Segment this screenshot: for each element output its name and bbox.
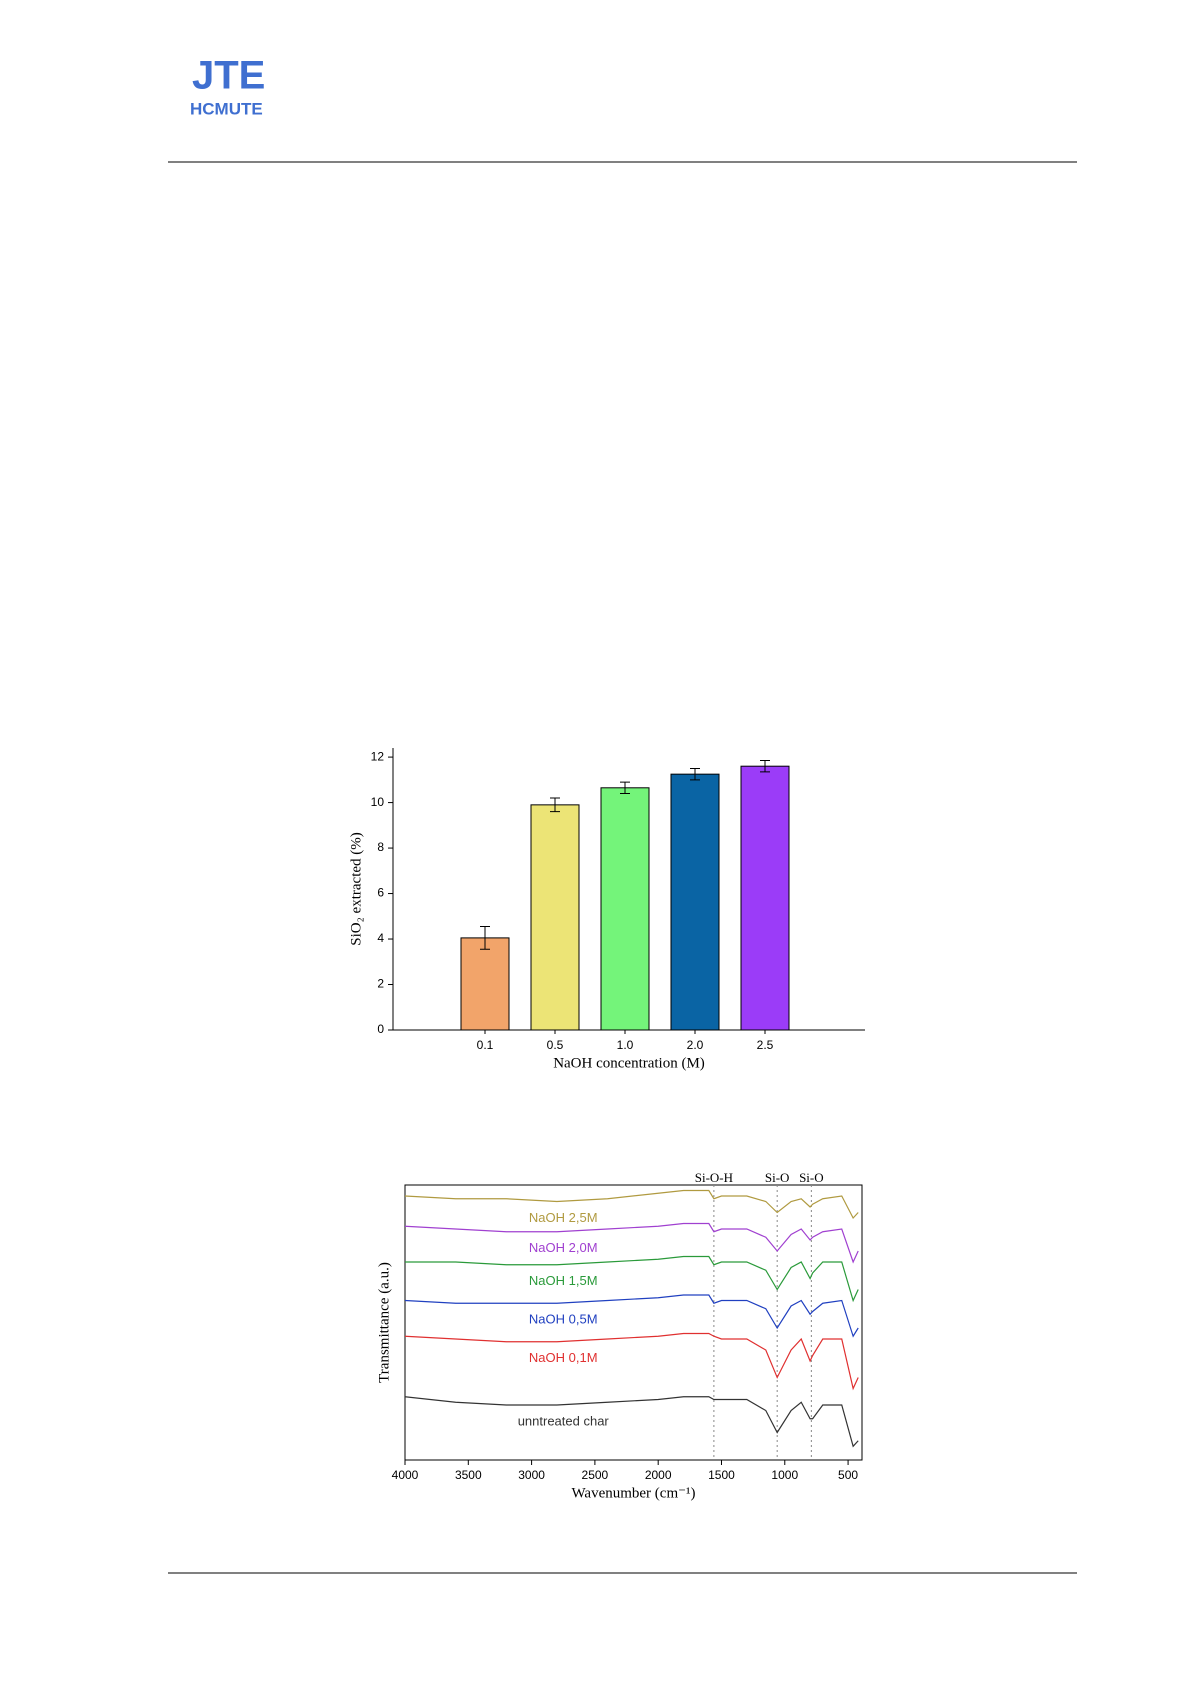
y-tick-label: 10 xyxy=(371,795,385,809)
series-label: NaOH 0,5M xyxy=(529,1312,598,1327)
spectrum-line xyxy=(404,1332,859,1391)
bar xyxy=(670,773,720,1031)
x-tick-label: 2000 xyxy=(645,1468,672,1482)
x-tick-label: 4000 xyxy=(392,1468,419,1482)
series-label: unntreated char xyxy=(518,1413,610,1428)
error-bar xyxy=(620,781,630,794)
annotation: Si-O xyxy=(799,1170,824,1185)
bar xyxy=(740,765,790,1031)
y-tick-label: 12 xyxy=(371,749,385,763)
series-label: NaOH 1,5M xyxy=(529,1273,598,1288)
x-tick-label: 0.5 xyxy=(547,1038,564,1052)
x-tick-label: 1000 xyxy=(771,1468,798,1482)
y-tick-label: 2 xyxy=(377,977,384,991)
error-bar xyxy=(480,926,490,950)
x-tick-label: 2.0 xyxy=(687,1038,704,1052)
spectrum-line xyxy=(404,1396,859,1448)
spectrum-line xyxy=(404,1222,859,1264)
logo-bottom: HCMUTE xyxy=(190,99,263,118)
spectrum-line xyxy=(404,1189,859,1220)
bar xyxy=(600,787,650,1031)
series-label: NaOH 2,5M xyxy=(529,1210,598,1225)
x-tick-label: 500 xyxy=(838,1468,858,1482)
plot-frame xyxy=(404,1184,863,1461)
annotation: Si-O xyxy=(765,1170,790,1185)
x-axis-label: Wavenumber (cm⁻¹) xyxy=(571,1485,695,1501)
annotation: Si-O-H xyxy=(695,1170,733,1185)
y-tick-label: 0 xyxy=(377,1022,384,1036)
error-bar xyxy=(760,760,770,773)
error-bar xyxy=(550,797,560,813)
bar xyxy=(460,937,510,1031)
series-label: NaOH 2,0M xyxy=(529,1240,598,1255)
spectrum-line xyxy=(404,1294,859,1338)
x-tick-label: 1.0 xyxy=(617,1038,634,1052)
x-tick-label: 3000 xyxy=(518,1468,545,1482)
spectrum-line xyxy=(405,1255,859,1303)
bar xyxy=(530,804,580,1031)
x-tick-label: 3500 xyxy=(455,1468,482,1482)
logo-top: JTE xyxy=(192,54,265,98)
y-tick-label: 8 xyxy=(377,840,384,854)
x-tick-label: 2.5 xyxy=(757,1038,774,1052)
y-axis-label: Transmittance (a.u.) xyxy=(376,1262,392,1383)
series-label: NaOH 0,1M xyxy=(529,1350,598,1365)
y-tick-label: 6 xyxy=(377,886,384,900)
x-tick-label: 1500 xyxy=(708,1468,735,1482)
error-bar xyxy=(690,767,700,781)
x-tick-label: 2500 xyxy=(582,1468,609,1482)
y-axis-label: SiO₂ extracted (%) xyxy=(348,832,364,946)
y-tick-label: 4 xyxy=(377,931,384,945)
x-tick-label: 0.1 xyxy=(477,1038,494,1052)
x-axis-label: NaOH concentration (M) xyxy=(553,1055,705,1071)
